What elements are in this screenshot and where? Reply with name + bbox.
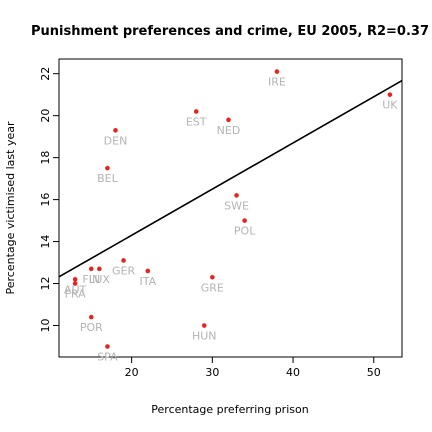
plot-area (58, 58, 403, 358)
point-label: POR (80, 321, 103, 334)
regression-line (59, 79, 402, 278)
point-label: DEN (104, 134, 128, 147)
point-label: NED (217, 124, 241, 137)
x-tick-label: 30 (205, 366, 219, 379)
y-tick-label: 10 (39, 319, 52, 333)
point-label: FRA (65, 288, 87, 301)
data-point (121, 258, 126, 263)
data-point (242, 218, 247, 223)
data-point (145, 268, 151, 274)
point-label: SPA (97, 351, 118, 364)
data-point (72, 281, 78, 286)
data-point (105, 165, 110, 171)
x-tick-label: 20 (125, 366, 139, 379)
data-point (274, 69, 280, 74)
point-label: UK (382, 99, 398, 112)
point-label: LUX (89, 273, 111, 286)
data-point (88, 314, 94, 320)
data-point (72, 277, 78, 282)
fit-line-layer (59, 79, 402, 278)
y-tick-label: 20 (39, 109, 52, 123)
point-label: ITA (139, 275, 156, 288)
point-label: SWE (224, 199, 249, 212)
y-tick-label: 16 (39, 193, 52, 207)
x-axis-label: Percentage preferring prison (151, 403, 308, 416)
y-tick-label: 22 (39, 67, 52, 81)
point-label: AUT (64, 283, 87, 296)
x-tick-label: 40 (286, 366, 300, 379)
y-tick-label: 18 (39, 151, 52, 165)
data-point (210, 274, 215, 280)
data-point (105, 344, 110, 349)
point-label: BEL (97, 172, 118, 185)
point-label: HUN (192, 330, 217, 343)
x-axis: 20 30 40 50 (125, 357, 381, 379)
points-layer (72, 69, 393, 349)
point-label: POL (234, 225, 256, 238)
point-label: GER (112, 264, 135, 277)
y-axis-label: Percentage victimised last year (4, 121, 17, 294)
point-label: EST (186, 115, 207, 128)
data-point (226, 117, 231, 123)
data-point (234, 193, 239, 198)
point-label: FIN (82, 273, 100, 286)
data-point (201, 323, 207, 328)
y-axis: 10 12 14 16 18 20 22 (39, 67, 59, 333)
data-point (387, 92, 393, 97)
y-tick-label: 14 (39, 235, 52, 249)
point-label: IRE (268, 76, 286, 89)
y-tick-label: 12 (39, 277, 52, 291)
data-point (88, 266, 94, 272)
point-label: GRE (201, 281, 224, 294)
point-labels-layer: IRE UK EST NED DEN BEL SWE POL GER ITA GRE LUXFINAU… (64, 76, 398, 364)
x-tick-label: 50 (367, 366, 381, 379)
data-point (97, 266, 102, 272)
chart-title: Punishment preferences and crime, EU 200… (31, 24, 429, 39)
data-point (113, 128, 118, 133)
data-point (193, 109, 199, 114)
